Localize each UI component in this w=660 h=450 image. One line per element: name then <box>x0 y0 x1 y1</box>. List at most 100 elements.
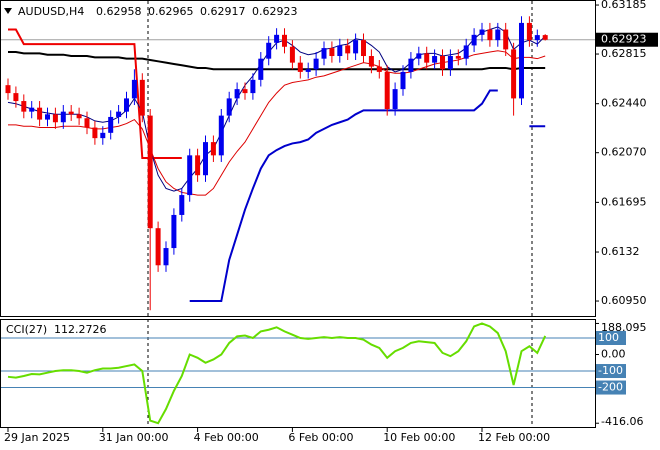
header-symbol: AUDUSD,H4 <box>18 5 84 18</box>
candle-body <box>124 98 129 112</box>
candle-body <box>163 248 169 266</box>
level-label: -100 <box>598 364 623 377</box>
level-label: -200 <box>598 381 623 394</box>
candle-body <box>503 29 509 50</box>
candle-body <box>392 89 398 109</box>
candle-body <box>68 111 74 115</box>
candle-body <box>242 89 248 94</box>
candle-body <box>258 58 264 80</box>
candle-body <box>542 35 548 40</box>
candle-body <box>250 79 256 94</box>
candle-body <box>45 114 50 120</box>
level-box <box>596 364 626 379</box>
y-tick-label: 0.61695 <box>601 195 647 208</box>
overlay-line <box>8 51 546 71</box>
candle-body <box>108 116 114 133</box>
candle-body <box>100 132 106 139</box>
last-price-label: 0.62923 <box>601 33 647 46</box>
candle-body <box>305 69 311 72</box>
x-tick-label: 10 Feb 00:00 <box>383 431 455 444</box>
y-tick-label: 0.6132 <box>601 245 640 258</box>
last-price-box <box>596 32 658 47</box>
candle-body <box>234 89 240 99</box>
candle-body <box>210 142 216 156</box>
candle-body <box>155 228 161 266</box>
candle-body <box>463 45 469 59</box>
candle-body <box>171 214 177 249</box>
candle-body <box>147 115 153 229</box>
candle-body <box>313 58 319 70</box>
candle-body <box>76 114 82 119</box>
candle-body <box>179 195 185 215</box>
header-close: 0.62923 <box>252 5 298 18</box>
x-tick-label: 29 Jan 2025 <box>4 431 70 444</box>
candle-body <box>21 101 27 112</box>
candle-body <box>511 49 517 99</box>
candle-body <box>297 62 303 72</box>
indicator-tick-label: 188.095 <box>601 321 647 334</box>
candle-body <box>447 56 453 70</box>
candle-body <box>440 56 445 70</box>
header-low: 0.62917 <box>200 5 246 18</box>
level-label: 100 <box>598 331 619 344</box>
candle-body <box>479 29 485 35</box>
candle-body <box>534 35 540 41</box>
y-tick-label: 0.63185 <box>601 0 647 11</box>
y-tick-label: 0.62440 <box>601 97 647 110</box>
candle-body <box>116 111 122 117</box>
main-panel-frame <box>0 0 596 317</box>
level-box <box>596 331 626 345</box>
candle-body <box>400 71 406 90</box>
candle-body <box>408 58 414 72</box>
y-tick-label: 0.62815 <box>601 47 647 60</box>
candle-body <box>203 142 208 176</box>
candle-body <box>526 22 532 41</box>
candle-body <box>274 34 280 43</box>
candle-body <box>337 45 343 57</box>
candle-body <box>416 53 422 59</box>
overlay-line <box>189 89 498 303</box>
candle-body <box>455 56 461 59</box>
candle-body <box>226 98 232 116</box>
indicator-line <box>7 322 547 425</box>
header-high: 0.62965 <box>148 5 194 18</box>
x-tick-label: 4 Feb 00:00 <box>194 431 259 444</box>
candle-body <box>13 93 19 102</box>
candle-body <box>5 85 11 94</box>
candle-body <box>495 29 501 41</box>
candle-body <box>187 155 193 196</box>
candle-body <box>266 42 272 59</box>
candle-body <box>487 29 493 41</box>
candle-body <box>84 118 90 128</box>
candle-body <box>60 111 66 123</box>
overlay-line <box>8 50 546 196</box>
indicator-title: CCI(27) <box>6 323 47 336</box>
indicator-value: 112.2726 <box>54 323 107 336</box>
header-arrow <box>4 8 12 14</box>
candle-body <box>329 48 335 57</box>
candle-body <box>131 79 137 99</box>
indicator-tick-label: -416.06 <box>601 415 643 428</box>
y-tick-label: 0.62070 <box>601 146 647 159</box>
indicator-panel-frame <box>0 319 596 428</box>
level-box <box>596 380 626 395</box>
candle-body <box>282 34 287 47</box>
candle-body <box>29 107 35 112</box>
candle-body <box>321 48 327 59</box>
candle-body <box>471 34 477 46</box>
header-open: 0.62958 <box>96 5 142 18</box>
candle-body <box>424 53 430 63</box>
candle-body <box>361 40 366 57</box>
candle-body <box>218 115 224 156</box>
indicator-tick-label: 0.00 <box>601 348 626 361</box>
candle-body <box>92 127 98 139</box>
x-tick-label: 12 Feb 00:00 <box>478 431 550 444</box>
x-tick-label: 31 Jan 00:00 <box>99 431 169 444</box>
candle-body <box>52 114 58 123</box>
y-tick-label: 0.60950 <box>601 294 647 307</box>
candle-body <box>353 40 359 54</box>
candle-body <box>37 107 43 120</box>
